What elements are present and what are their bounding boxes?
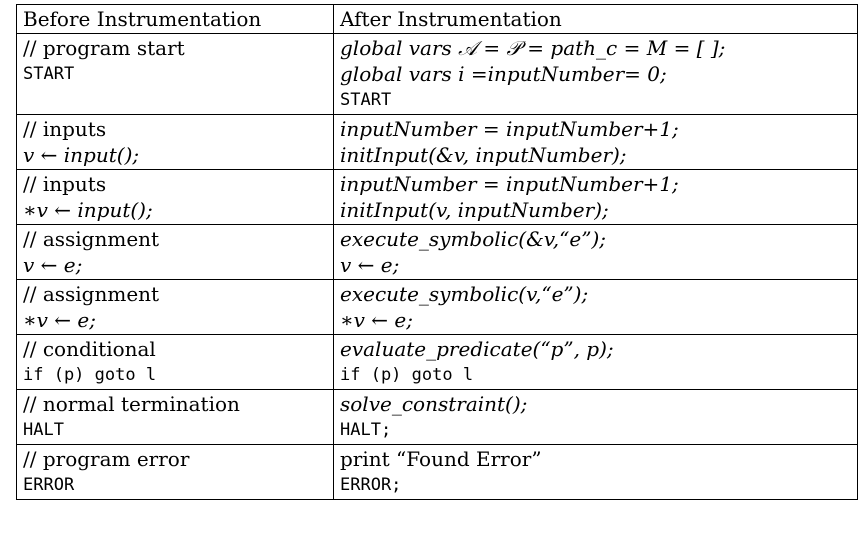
cell-before: // inputs v ← input(); (16, 114, 334, 170)
table-row: // conditional if (p) goto l evaluate_pr… (16, 334, 858, 390)
code-text: evaluate_predicate(“p”, p); (340, 337, 614, 361)
table-row: // program error ERROR print “Found Erro… (16, 444, 858, 500)
table-row: // assignment ∗v ← e; execute_symbolic(v… (16, 279, 858, 335)
code-text: inputNumber = inputNumber+1; (340, 172, 679, 196)
instrumentation-table: Before Instrumentation After Instrumenta… (16, 4, 858, 500)
cell-before: // inputs ∗v ← input(); (16, 169, 334, 225)
code-text: ERROR; (340, 475, 402, 495)
code-text: solve_constraint(); (340, 392, 528, 416)
comment-text: // program start (23, 36, 185, 60)
code-text: global vars 𝒜 = 𝒫 = path_c = M = [ ]; (340, 36, 726, 60)
code-text: if (p) goto l (340, 365, 474, 385)
code-text: global vars i =inputNumber= 0; (340, 62, 667, 86)
comment-text: // conditional (23, 337, 156, 361)
cell-after: global vars 𝒜 = 𝒫 = path_c = M = [ ]; gl… (333, 33, 858, 115)
comment-text: // program error (23, 447, 190, 471)
cell-after: solve_constraint(); HALT; (333, 389, 858, 445)
code-text: ERROR (23, 475, 75, 495)
code-text: v ← input(); (23, 143, 140, 167)
header-after: After Instrumentation (333, 4, 858, 34)
code-text: initInput(&v, inputNumber); (340, 143, 627, 167)
table-row: // inputs v ← input(); inputNumber = inp… (16, 114, 858, 170)
code-text: ∗v ← e; (340, 308, 413, 332)
table-row: // program start START global vars 𝒜 = 𝒫… (16, 33, 858, 115)
cell-before: // program error ERROR (16, 444, 334, 500)
code-text: START (340, 90, 392, 110)
table-header-row: Before Instrumentation After Instrumenta… (16, 4, 858, 34)
table-row: // normal termination HALT solve_constra… (16, 389, 858, 445)
table-row: // inputs ∗v ← input(); inputNumber = in… (16, 169, 858, 225)
code-text: ∗v ← e; (23, 308, 96, 332)
code-text: v ← e; (23, 253, 83, 277)
table-row: // assignment v ← e; execute_symbolic(&v… (16, 224, 858, 280)
cell-before: // assignment ∗v ← e; (16, 279, 334, 335)
cell-before: // assignment v ← e; (16, 224, 334, 280)
cell-after: execute_symbolic(&v,“e”); v ← e; (333, 224, 858, 280)
header-before: Before Instrumentation (16, 4, 334, 34)
comment-text: // inputs (23, 172, 107, 196)
code-text: HALT; (340, 420, 392, 440)
cell-after: evaluate_predicate(“p”, p); if (p) goto … (333, 334, 858, 390)
code-text: HALT (23, 420, 64, 440)
comment-text: // inputs (23, 117, 107, 141)
comment-text: // assignment (23, 282, 160, 306)
code-text: initInput(v, inputNumber); (340, 198, 609, 222)
comment-text: // assignment (23, 227, 160, 251)
cell-before: // normal termination HALT (16, 389, 334, 445)
cell-after: inputNumber = inputNumber+1; initInput(v… (333, 169, 858, 225)
code-text: v ← e; (340, 253, 400, 277)
code-text: START (23, 64, 75, 84)
code-text: inputNumber = inputNumber+1; (340, 117, 679, 141)
cell-after: execute_symbolic(v,“e”); ∗v ← e; (333, 279, 858, 335)
code-text: ∗v ← input(); (23, 198, 153, 222)
code-text: execute_symbolic(&v,“e”); (340, 227, 606, 251)
cell-after: inputNumber = inputNumber+1; initInput(&… (333, 114, 858, 170)
cell-before: // conditional if (p) goto l (16, 334, 334, 390)
cell-before: // program start START (16, 33, 334, 115)
comment-text: // normal termination (23, 392, 240, 416)
code-text: execute_symbolic(v,“e”); (340, 282, 589, 306)
code-text: print “Found Error” (340, 447, 542, 471)
code-text: if (p) goto l (23, 365, 157, 385)
cell-after: print “Found Error” ERROR; (333, 444, 858, 500)
